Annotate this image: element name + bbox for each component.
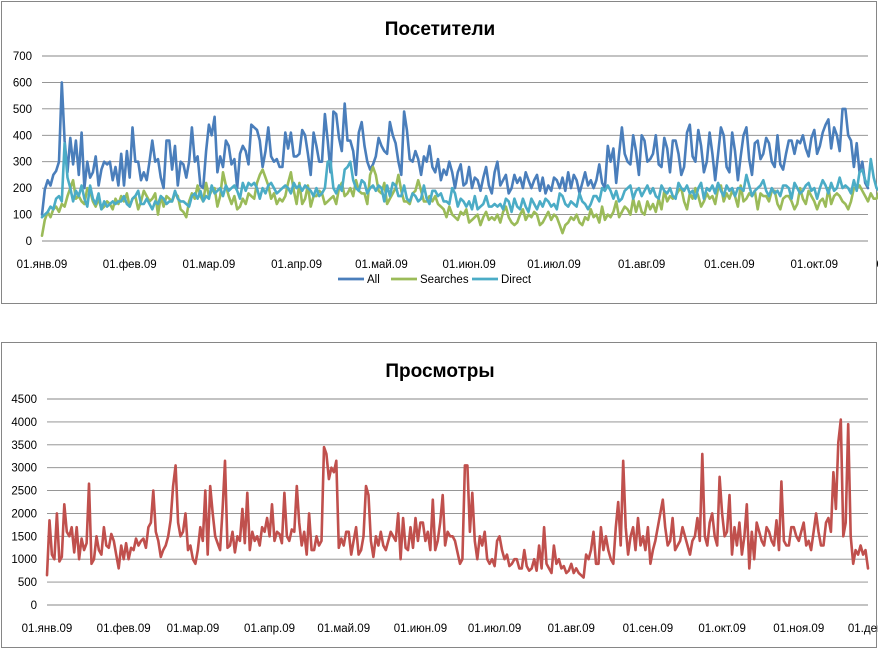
legend-label: All	[367, 274, 380, 286]
y-tick-label: 400	[13, 130, 32, 142]
series-line-pageviews	[45, 418, 870, 579]
x-tick-label: 01.окт.09	[790, 259, 838, 271]
pageviews-chart-svg: Просмотры 0 500 1000 1500 2000 2500 3000 3500 400…	[11, 361, 878, 635]
x-tick-label: 01.ноя.09	[876, 259, 878, 271]
legend-label: Searches	[420, 274, 469, 286]
legend-item-searches: Searches	[391, 274, 469, 286]
x-tick-label: 01.июн.09	[442, 259, 495, 271]
y-tick-label: 0	[26, 236, 32, 248]
series-line-all	[40, 81, 870, 216]
series-line-direct	[40, 141, 878, 219]
legend-item-direct: Direct	[472, 274, 532, 286]
x-tick-label: 01.ноя.09	[773, 623, 824, 635]
y-tick-label: 500	[18, 577, 37, 589]
chart-title: Посетители	[385, 19, 496, 40]
y-tick-label: 700	[13, 51, 32, 63]
x-tick-label: 01.июл.09	[468, 623, 521, 635]
x-tick-label: 01.мар.09	[183, 259, 236, 271]
y-tick-label: 4500	[11, 394, 37, 406]
y-tick-label: 200	[13, 183, 32, 195]
visitors-chart-svg: Посетители 0 100 200 300 400 500 600 700 01.янв.0…	[13, 19, 878, 286]
y-tick-label: 300	[13, 157, 32, 169]
x-tick-label: 01.май.09	[355, 259, 408, 271]
x-tick-label: 01.авг.09	[548, 623, 595, 635]
chart-title: Просмотры	[385, 361, 494, 382]
y-tick-label: 4000	[11, 417, 37, 429]
x-tick-label: 01.фев.09	[103, 259, 157, 271]
x-tick-label: 01.сен.09	[623, 623, 673, 635]
x-tick-label: 01.апр.09	[244, 623, 295, 635]
x-tick-label: 01.окт.09	[698, 623, 746, 635]
y-tick-label: 1500	[11, 531, 37, 543]
series-line-searches	[40, 165, 878, 237]
x-tick-label: 01.фев.09	[97, 623, 151, 635]
x-tick-label: 01.май.09	[317, 623, 370, 635]
legend-item-all: All	[338, 274, 380, 286]
x-tick-label: 01.янв.09	[22, 623, 73, 635]
pageviews-chart: Просмотры 0 500 1000 1500 2000 2500 3000 3500 400…	[1, 342, 878, 648]
x-tick-label: 01.мар.09	[167, 623, 220, 635]
x-tick-label: 01.сен.09	[704, 259, 754, 271]
x-tick-label: 01.авг.09	[618, 259, 665, 271]
y-tick-label: 3500	[11, 440, 37, 452]
y-tick-label: 2000	[11, 508, 37, 520]
legend-label: Direct	[501, 274, 532, 286]
x-tick-label: 01.дек.09	[848, 623, 878, 635]
visitors-chart: Посетители 0 100 200 300 400 500 600 700 01.янв.0…	[1, 1, 878, 304]
x-tick-label: 01.апр.09	[271, 259, 322, 271]
y-tick-label: 500	[13, 104, 32, 116]
y-tick-label: 0	[31, 600, 37, 612]
x-tick-label: 01.июн.09	[394, 623, 447, 635]
y-tick-label: 3000	[11, 463, 37, 475]
y-tick-label: 100	[13, 210, 32, 222]
x-tick-label: 01.июл.09	[527, 259, 580, 271]
y-tick-label: 600	[13, 77, 32, 89]
y-tick-label: 1000	[11, 554, 37, 566]
y-tick-label: 2500	[11, 486, 37, 498]
x-tick-label: 01.янв.09	[17, 259, 68, 271]
